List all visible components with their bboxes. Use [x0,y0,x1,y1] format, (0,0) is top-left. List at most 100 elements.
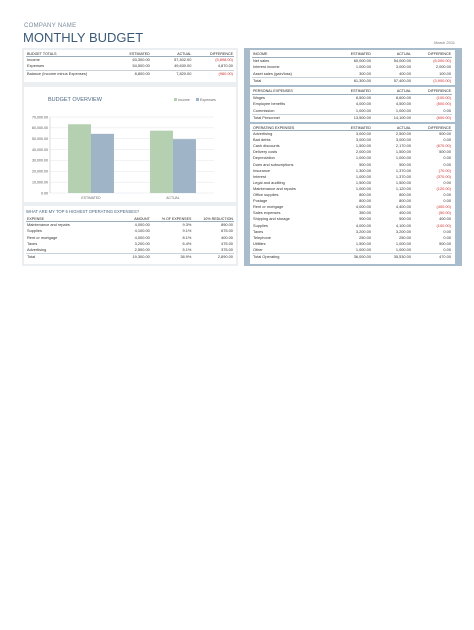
y-tick-label: 10,000.00 [32,180,48,184]
table-cell: Interest [253,173,266,179]
table-cell: Commission [253,107,275,113]
table-cell: (670.00) [436,143,452,149]
table: OPERATING EXPENSES ESTIMATED ACTUAL DIFFERE… [252,125,452,260]
table-cell: 250.00 [399,234,411,240]
table-cell: Taxes [27,240,38,246]
table-cell: 800.00 [399,198,411,204]
table-cell: 900.00 [359,216,371,222]
page-title: MONTHLY BUDGET [23,30,144,45]
table-cell: 4,000.00 [355,222,371,228]
table-cell: 6.4% [182,240,192,246]
table-cell: 500.00 [439,149,451,155]
table-cell: 1,500.00 [355,179,371,185]
table-cell: 19,300.00 [109,253,151,259]
table-row: Income 63,300.00 57,402.00 (5,898.00) [26,57,234,63]
table-cell: 1,370.00 [395,173,411,179]
table-row: Legal and auditing 1,500.00 1,500.00 0.00 [252,180,452,186]
table-row: Employee benefits 4,000.00 4,500.00 (500.00… [252,101,452,108]
table-cell: 470.00 [412,252,452,259]
table-cell: (600.00) [412,114,452,121]
report-date: March 2011 [434,40,455,45]
table-cell: 54,500.00 [132,63,150,69]
table-row: Utilities 1,500.00 1,000.00 500.00 [252,241,452,247]
table-cell: Balance (Income minus Expenses) [26,69,110,76]
table-cell: 400.00 [399,210,411,216]
table-row: Postage 800.00 800.00 0.00 [252,198,452,204]
chart: BUDGET OVERVIEW 0.00 10,000.00 20,000.00 30… [32,97,216,200]
table-cell: 890.00 [221,222,233,228]
table-row: Shipping and storage 900.00 500.00 400.00 [252,216,452,222]
table-cell: 100.00 [439,70,451,76]
table-cell: (3,900.00) [412,77,452,84]
table: PERSONAL EXPENSES ESTIMATED ACTUAL DIFFEREN… [252,88,452,121]
table-cell: Shipping and storage [253,216,290,222]
table-cell: 3,200.00 [355,228,371,234]
table-cell: 5.1% [182,246,192,252]
table-cell: Interest income [253,64,280,69]
header-row: BUDGET TOTALS ESTIMATED ACTUAL DIFFERENCE [26,51,234,58]
table-cell: 2,000.00 [435,64,451,69]
column-header: PERSONAL EXPENSES [252,88,332,95]
table-cell: Utilities [253,240,266,246]
table-row: Delivery costs 2,000.00 1,500.00 500.00 [252,149,452,155]
table-cell: 800.00 [359,192,371,198]
table-cell: 1,000.00 [355,64,371,69]
table-cell: 4,000.00 [134,222,150,228]
column-header: OPERATING EXPENSES [252,125,332,132]
table-cell: Legal and auditing [253,179,285,185]
table-cell: 0.00 [443,155,451,161]
header-row: INCOME ESTIMATED ACTUAL DIFFERENCE [252,51,452,58]
header-row: EXPENSE AMOUNT% OF EXPENSES 10% REDUCTION [26,216,234,223]
chart-box [24,87,236,202]
table-cell: 1,500.00 [355,143,371,149]
table-cell: Taxes [253,228,264,234]
table-cell: 1,500.00 [395,179,411,185]
table-cell: 2,890.00 [192,253,234,259]
table-cell: 2,500.00 [395,131,411,137]
table-cell: 8.1% [182,234,192,240]
table-cell: (400.00) [436,204,452,210]
table-cell: 1,000.00 [355,246,371,252]
column-header: INCOME [252,51,332,58]
table-cell: 500.00 [399,216,411,222]
column-header: BUDGET TOTALS [26,51,110,58]
table-row: Telephone 250.00 250.00 0.00 [252,235,452,241]
column-header: ACTUAL [150,51,193,58]
table-row: Expenses 54,500.00 49,630.00 4,870.00 [26,63,234,69]
table-cell: 1,000.00 [395,155,411,161]
column-header: ACTUAL [372,88,412,95]
section-title: WHAT ARE MY TOP 5 HIGHEST OPERATING EXPE… [26,209,140,214]
table-cell: 7,820.00 [150,69,193,76]
table-cell: 1,000.00 [395,240,411,246]
table-cell: Income [27,57,40,63]
table-cell: Wages [253,94,265,100]
table-cell: 57,402.00 [174,57,192,63]
table-cell: 63,300.00 [132,57,150,63]
column-header: DIFFERENCE [412,125,452,132]
table-cell: Dues and subscriptions [253,161,294,167]
table-cell: 500.00 [399,161,411,167]
table: EXPENSE AMOUNT% OF EXPENSES 10% REDUCTION M… [26,216,234,260]
y-tick-label: 40,000.00 [32,148,48,152]
y-tick-label: 70,000.00 [32,115,48,119]
table-cell: Telephone [253,234,271,240]
table-cell: 4,400.00 [395,204,411,210]
table-cell: 1,000.00 [355,173,371,179]
table-cell: 8,500.00 [355,94,371,100]
table-cell: Delivery costs [253,149,278,155]
column-header: ACTUAL [372,125,412,132]
table-cell: 9.1% [182,228,192,234]
table-cell: Supplies [253,222,268,228]
table-cell: Office supplies [253,192,279,198]
table-cell: 1,500.00 [395,149,411,155]
column-header: AMOUNT [109,216,151,223]
table-cell: 14,100.00 [372,114,412,121]
table-cell: 1,500.00 [355,240,371,246]
table-cell: 375.00 [221,246,233,252]
table-cell: 2,500.00 [134,246,150,252]
table-cell: 54,000.00 [393,57,411,63]
table-cell: (70.00) [438,167,451,173]
table-row: Rent or mortgage 4,000.00 8.1% 400.00 [26,235,234,241]
table-cell: (120.00) [436,185,452,191]
table-row: Total Operating 36,000.00 35,530.00 470.00 [252,252,452,259]
